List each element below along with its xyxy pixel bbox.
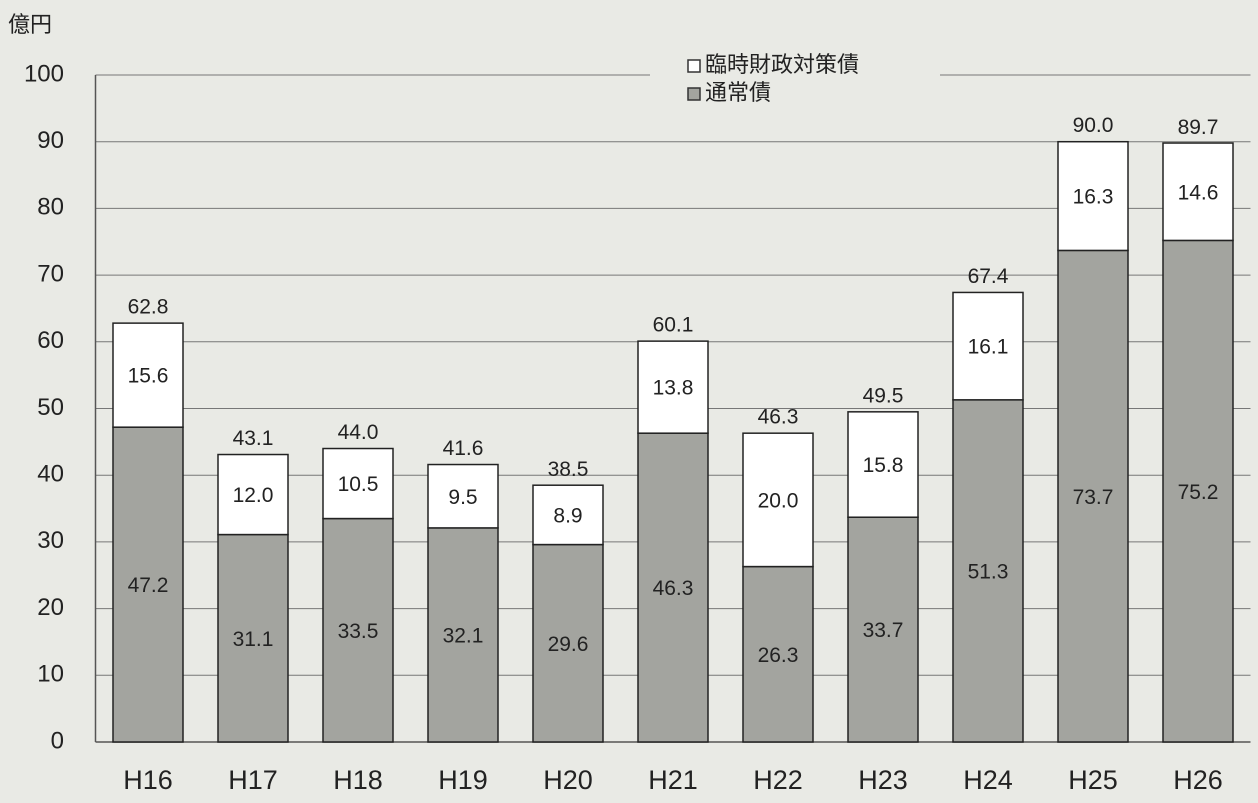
bar-segment <box>637 340 709 434</box>
x-tick-label: H21 <box>648 765 698 795</box>
value-label: 31.1 <box>233 628 274 651</box>
value-label: 51.3 <box>968 560 1009 583</box>
bar-segment <box>532 484 604 546</box>
bar-segment <box>1057 249 1129 743</box>
value-label: 16.1 <box>968 336 1009 359</box>
value-label: 12.0 <box>233 484 274 507</box>
y-tick-label: 80 <box>37 194 64 221</box>
bar-segment <box>322 517 394 743</box>
value-label: 29.6 <box>548 633 589 656</box>
total-label: 90.0 <box>1073 114 1114 137</box>
y-tick-label: 30 <box>37 527 64 554</box>
bar-segment <box>322 447 394 520</box>
x-tick-label: H19 <box>438 765 488 795</box>
value-label: 10.5 <box>338 473 379 496</box>
value-label: 15.8 <box>863 454 904 477</box>
value-label: 15.6 <box>128 365 169 388</box>
total-label: 67.4 <box>968 265 1009 288</box>
x-tick-label: H25 <box>1068 765 1118 795</box>
total-label: 46.3 <box>758 406 799 429</box>
legend-swatch <box>687 87 701 101</box>
bar-segment <box>112 322 184 428</box>
legend-label: 臨時財政対策債 <box>705 52 859 77</box>
x-tick-label: H16 <box>123 765 173 795</box>
bar-segment <box>217 533 289 743</box>
x-tick-label: H23 <box>858 765 908 795</box>
total-label: 43.1 <box>233 427 274 450</box>
value-label: 14.6 <box>1178 181 1219 204</box>
y-tick-label: 50 <box>37 394 64 421</box>
bar-segment <box>217 453 289 536</box>
bar-segment <box>1162 142 1234 242</box>
y-tick-label: 90 <box>37 127 64 154</box>
x-tick-label: H22 <box>753 765 803 795</box>
bar-segment <box>847 411 919 518</box>
value-label: 32.1 <box>443 624 484 647</box>
y-axis-label: 億円 <box>8 12 52 37</box>
total-label: 44.0 <box>338 421 379 444</box>
bar-segment <box>637 432 709 743</box>
bar-segment <box>952 291 1024 401</box>
value-label: 47.2 <box>128 574 169 597</box>
value-label: 46.3 <box>653 577 694 600</box>
bar-segment <box>427 463 499 529</box>
bar-segment <box>742 565 814 743</box>
x-tick-label: H18 <box>333 765 383 795</box>
value-label: 16.3 <box>1073 186 1114 209</box>
value-label: 9.5 <box>448 486 477 509</box>
value-label: 26.3 <box>758 644 799 667</box>
y-tick-label: 20 <box>37 594 64 621</box>
value-label: 8.9 <box>553 504 582 527</box>
y-tick-label: 10 <box>37 661 64 688</box>
total-label: 49.5 <box>863 384 904 407</box>
value-label: 33.7 <box>863 619 904 642</box>
legend-swatch <box>687 59 701 73</box>
value-label: 13.8 <box>653 377 694 400</box>
x-tick-label: H24 <box>963 765 1013 795</box>
bar-segment <box>952 399 1024 743</box>
bar-segment <box>532 543 604 743</box>
y-tick-label: 40 <box>37 461 64 488</box>
y-tick-label: 100 <box>24 60 64 87</box>
legend-label: 通常債 <box>705 80 771 105</box>
x-tick-label: H17 <box>228 765 278 795</box>
total-label: 62.8 <box>128 296 169 319</box>
total-label: 60.1 <box>653 314 694 337</box>
bar-segment <box>1057 140 1129 252</box>
value-label: 20.0 <box>758 489 799 512</box>
total-label: 41.6 <box>443 437 484 460</box>
bar-segment <box>742 432 814 568</box>
x-tick-label: H20 <box>543 765 593 795</box>
value-label: 33.5 <box>338 620 379 643</box>
y-tick-label: 0 <box>51 727 64 754</box>
bar-segment <box>427 527 499 743</box>
value-label: 73.7 <box>1073 486 1114 509</box>
value-label: 75.2 <box>1178 481 1219 504</box>
total-label: 89.7 <box>1178 116 1219 139</box>
y-tick-label: 70 <box>37 260 64 287</box>
total-label: 38.5 <box>548 458 589 481</box>
y-tick-label: 60 <box>37 327 64 354</box>
x-tick-label: H26 <box>1173 765 1223 795</box>
